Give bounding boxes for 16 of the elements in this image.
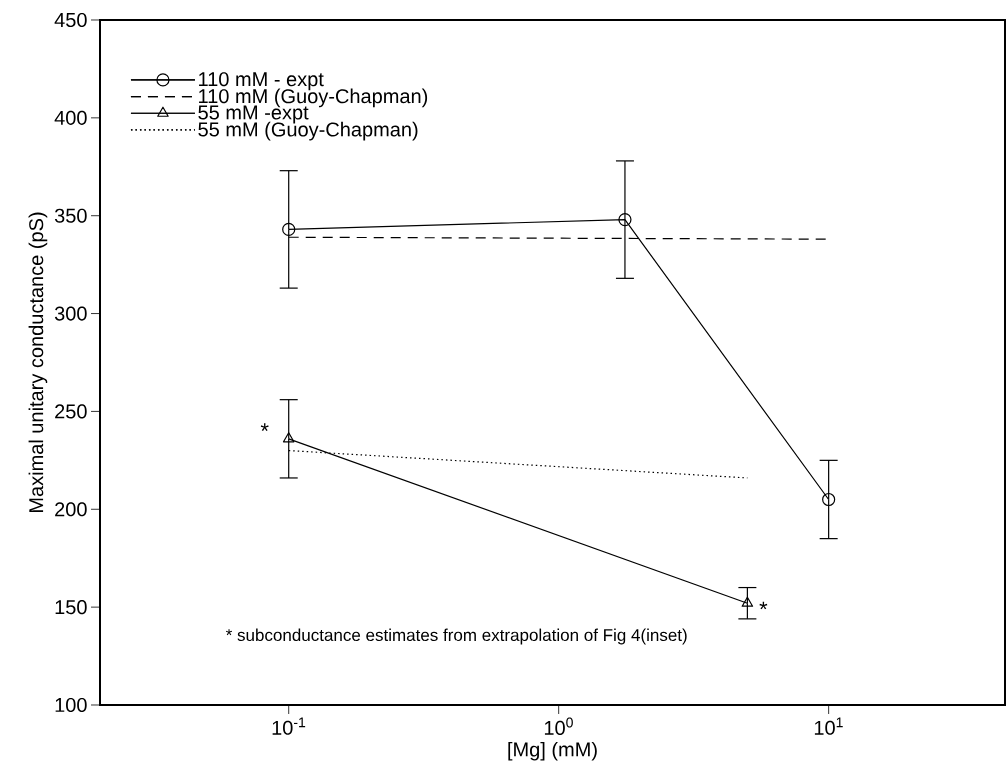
y-tick-label: 150: [55, 600, 87, 615]
y-tick-label: 300: [54, 306, 87, 321]
y-tick-label: 100: [55, 697, 87, 713]
y-tick-label: 450: [54, 12, 87, 28]
annotation: *: [759, 601, 768, 610]
annotation: *: [260, 423, 269, 431]
annotation: * subconductance estimates from extrapolation of Fig 4(inset): [225, 628, 687, 645]
x-tick-label: 10$^{1}$: [814, 717, 843, 735]
x-axis-title: [Mg] (mM): [508, 741, 597, 761]
x-tick-label: 10$^{-1}$: [272, 717, 306, 735]
y-tick-label: 350: [54, 208, 87, 223]
x-tick-label: 10$^{0}$: [544, 717, 573, 736]
y-tick-label: 250: [55, 404, 87, 419]
y-tick-label: 400: [54, 110, 87, 125]
y-tick-label: 200: [55, 502, 87, 517]
y-axis-title: Maximal unitary conductance (pS): [28, 212, 48, 513]
